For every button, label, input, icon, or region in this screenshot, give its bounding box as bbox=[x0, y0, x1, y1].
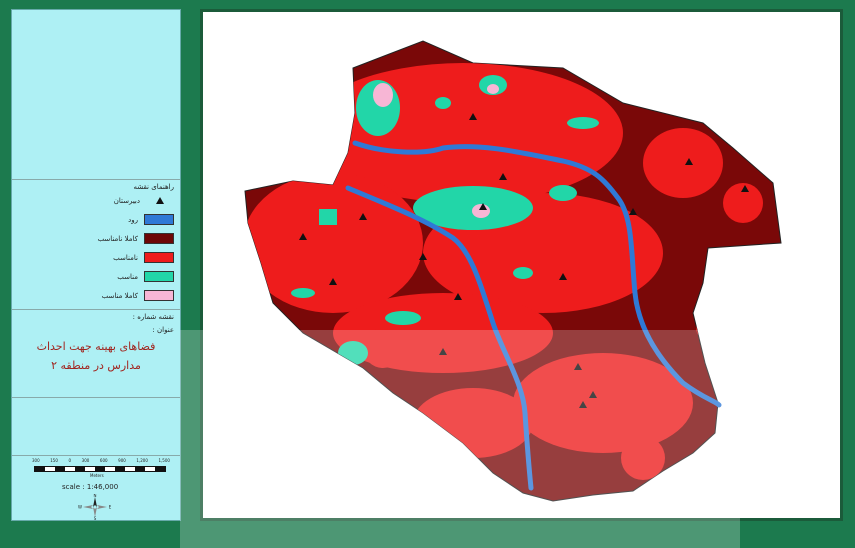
compass-e: E bbox=[109, 505, 112, 510]
legend-item-very-unsuitable: کاملا نامناسب bbox=[18, 229, 174, 248]
sidebar-blank-panel bbox=[12, 398, 180, 456]
school-triangle-icon bbox=[156, 197, 164, 204]
map-region bbox=[244, 40, 782, 502]
scale-unit: Meters bbox=[90, 473, 104, 478]
school-markers bbox=[299, 113, 749, 408]
compass-w: W bbox=[78, 505, 82, 510]
scale-tick: 300 bbox=[32, 458, 40, 463]
legend-swatch-very-unsuitable bbox=[144, 233, 174, 244]
suitability-map bbox=[244, 40, 782, 502]
north-arrow-icon: N S W E bbox=[78, 494, 112, 520]
legend-label: کاملا نامناسب bbox=[97, 234, 138, 243]
legend-panel: راهنمای نقشه دبیرستان رود کاملا نامناسب … bbox=[12, 180, 180, 310]
legend-label: رود bbox=[128, 215, 138, 224]
suitability-zones bbox=[245, 63, 763, 480]
legend-item-suitable: مناسب bbox=[18, 267, 174, 286]
map-title-label: عنوان : bbox=[152, 326, 174, 334]
legend-header: راهنمای نقشه bbox=[133, 183, 175, 191]
legend-label: کاملا مناسب bbox=[101, 291, 138, 300]
scale-text: scale : 1:46,000 bbox=[62, 483, 119, 491]
legend-item-school: دبیرستان bbox=[18, 191, 174, 210]
legend-swatch-unsuitable bbox=[144, 252, 174, 263]
river-line bbox=[345, 185, 534, 491]
legend-item-river: رود bbox=[18, 210, 174, 229]
river-line bbox=[352, 140, 722, 408]
legend-label: مناسب bbox=[117, 272, 138, 281]
scale-tick: 1,500 bbox=[158, 458, 170, 463]
watermark-overlay bbox=[180, 330, 740, 548]
map-title-line-1: فضاهای بهینه جهت احداث bbox=[36, 340, 156, 353]
legend-swatch-very-suitable bbox=[144, 290, 174, 301]
legend-swatch-river bbox=[144, 214, 174, 225]
legend-label: نامناسب bbox=[113, 253, 138, 262]
scale-bar bbox=[34, 466, 166, 472]
map-frame bbox=[200, 9, 843, 521]
scale-tick: 600 bbox=[99, 458, 108, 463]
scale-panel: 300 150 0 300 600 900 1,200 1,500 Meters… bbox=[12, 456, 180, 522]
legend-item-unsuitable: نامناسب bbox=[18, 248, 174, 267]
compass-s: S bbox=[94, 516, 97, 520]
scale-tick: 150 bbox=[50, 458, 58, 463]
legend-item-very-suitable: کاملا مناسب bbox=[18, 286, 174, 305]
scale-ticks: 300 150 0 300 600 900 1,200 1,500 bbox=[32, 458, 170, 463]
scale-tick: 1,200 bbox=[136, 458, 148, 463]
map-number-label: نقشه شماره : bbox=[132, 313, 174, 321]
sidebar-top-blank bbox=[12, 10, 180, 180]
legend-label: دبیرستان bbox=[113, 196, 140, 205]
legend-sidebar: راهنمای نقشه دبیرستان رود کاملا نامناسب … bbox=[11, 9, 181, 521]
scale-tick: 300 bbox=[81, 458, 90, 463]
compass-n: N bbox=[94, 494, 97, 498]
scale-tick: 900 bbox=[118, 458, 126, 463]
scale-tick: 0 bbox=[68, 458, 72, 463]
legend-swatch-suitable bbox=[144, 271, 174, 282]
map-title-panel: نقشه شماره : عنوان : فضاهای بهینه جهت اح… bbox=[12, 310, 180, 398]
map-title-line-2: مدارس در منطقه ۲ bbox=[51, 359, 141, 372]
